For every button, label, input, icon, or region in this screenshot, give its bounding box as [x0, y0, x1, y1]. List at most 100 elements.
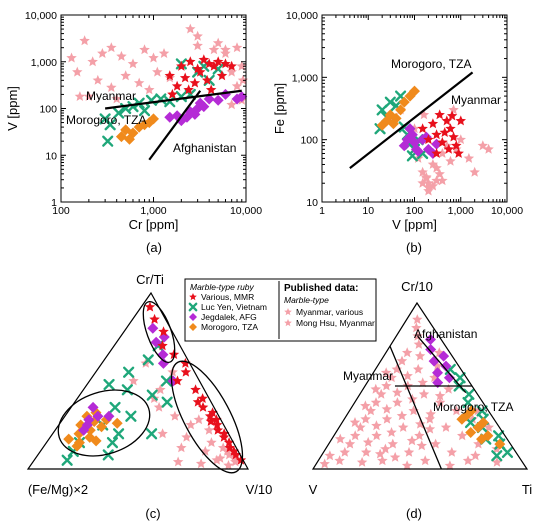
- myanmar-various-point: [402, 370, 413, 381]
- myanmar-various-point: [424, 423, 436, 434]
- myanmar-various-point: [392, 397, 403, 407]
- various-mmr-point: [443, 143, 454, 154]
- x-tick-label: 10,000: [230, 205, 262, 217]
- various-mmr-point: [448, 131, 459, 142]
- plot-frame: [321, 14, 508, 203]
- mong-hsu-myanmar-point: [417, 177, 428, 188]
- luc-yen-vietnam-point: [103, 378, 115, 391]
- myanmar-various-point: [381, 380, 392, 391]
- myanmar-various-point: [380, 443, 391, 454]
- panel-label: (c): [145, 506, 160, 521]
- myanmar-various-point: [203, 424, 215, 435]
- apex-top-label: Cr/Ti: [136, 272, 164, 287]
- panel-c: Cr/Ti (Fe/Mg)×2 V/10: [26, 272, 272, 497]
- various-mmr-point: [198, 54, 210, 65]
- x-axis-label: Cr [ppm]: [129, 217, 179, 232]
- morogoro-tza-point: [63, 433, 75, 445]
- myanmar-various-point: [403, 446, 415, 457]
- myanmar-various-point: [446, 446, 457, 457]
- myanmar-various-point: [413, 363, 424, 374]
- mong-hsu-myanmar-point: [192, 30, 203, 41]
- mong-hsu-myanmar-point: [217, 442, 229, 453]
- points: [66, 23, 249, 147]
- myanmar-various-point: [392, 387, 403, 398]
- various-mmr-point: [427, 118, 439, 129]
- myanmar-various-point: [443, 383, 454, 394]
- jegdalek-afg-point: [78, 424, 90, 436]
- legend-marker-luc-yen-vietnam: [188, 302, 198, 312]
- ellipse-right-edge: [170, 360, 244, 474]
- various-mmr-point: [205, 416, 216, 426]
- apex-left-label: V: [309, 482, 318, 497]
- legend-header: Published data:: [284, 283, 358, 294]
- myanmar-various-point: [470, 450, 481, 461]
- jegdalek-afg-point: [425, 343, 437, 355]
- y-tick-label: 1,000: [292, 72, 318, 84]
- luc-yen-vietnam-point: [102, 135, 114, 147]
- myanmar-various-point: [451, 405, 462, 416]
- x-tick-label: 1: [319, 205, 325, 217]
- myanmar-various-point: [483, 143, 494, 154]
- jegdalek-afg-point: [157, 357, 169, 369]
- myanmar-various-point: [396, 355, 408, 366]
- legend-marker-jegdalek-afg: [189, 313, 197, 321]
- legend-marker-myanmar-various: [284, 308, 292, 316]
- myanmar-various-point: [420, 455, 431, 466]
- panel-a: 100 1,000 10,000 1 10 100 1,000 10,000 Cr [ppm] V…: [5, 10, 262, 232]
- luc-yen-vietnam-point: [491, 450, 503, 462]
- luc-yen-vietnam-point: [113, 428, 125, 440]
- myanmar-various-point: [412, 314, 423, 324]
- y-tick-label: 10,000: [25, 10, 57, 22]
- myanmar-various-point: [387, 438, 398, 449]
- various-mmr-point: [190, 384, 201, 395]
- myanmar-various-point: [424, 413, 435, 424]
- various-mmr-point: [439, 127, 450, 137]
- myanmar-various-point: [169, 410, 181, 421]
- various-mmr-point: [180, 357, 191, 368]
- myanmar-various-point: [398, 422, 409, 432]
- myanmar-various-point: [412, 330, 423, 341]
- myanmar-various-point: [111, 93, 122, 104]
- myanmar-various-point: [463, 152, 475, 163]
- myanmar-various-point: [334, 455, 345, 466]
- various-mmr-point: [167, 88, 178, 99]
- myanmar-various-point: [370, 397, 382, 407]
- myanmar-various-point: [396, 410, 408, 421]
- myanmar-various-point: [425, 408, 436, 419]
- luc-yen-vietnam-point: [146, 428, 158, 440]
- annotation-label: Morogoro, TZA: [66, 113, 146, 127]
- panel-label: (a): [146, 240, 162, 255]
- annotation-label: Myanmar: [86, 89, 136, 103]
- myanmar-various-point: [462, 455, 474, 466]
- myanmar-various-point: [185, 419, 196, 430]
- y-tick-label: 10,000: [286, 10, 318, 22]
- ternary-frame: [26, 291, 250, 470]
- myanmar-various-point: [200, 445, 211, 456]
- various-mmr-point: [446, 110, 458, 121]
- various-mmr-point: [157, 340, 168, 351]
- luc-yen-vietnam-point: [109, 401, 121, 413]
- various-mmr-point: [171, 80, 183, 91]
- luc-yen-vietnam-point: [61, 454, 73, 466]
- morogoro-tza-point: [409, 85, 420, 97]
- luc-yen-vietnam-point: [102, 449, 114, 461]
- various-mmr-point: [149, 313, 160, 324]
- myanmar-various-point: [389, 451, 401, 462]
- luc-yen-vietnam-point: [125, 410, 137, 422]
- various-mmr-point: [208, 60, 220, 71]
- myanmar-various-point: [411, 322, 422, 333]
- myanmar-various-point: [144, 84, 155, 95]
- various-mmr-point: [195, 66, 206, 77]
- jegdalek-afg-point: [181, 111, 193, 123]
- myanmar-various-point: [92, 74, 103, 85]
- various-mmr-point: [445, 123, 456, 134]
- mong-hsu-myanmar-point: [185, 23, 196, 34]
- luc-yen-vietnam-point: [161, 396, 173, 408]
- myanmar-various-point: [391, 363, 402, 374]
- legend-marker-mong-hsu-myanmar: [284, 319, 292, 327]
- morogoro-tza-point: [398, 96, 410, 108]
- mong-hsu-myanmar-point: [214, 452, 226, 463]
- myanmar-various-point: [414, 350, 426, 361]
- myanmar-various-point: [116, 50, 127, 61]
